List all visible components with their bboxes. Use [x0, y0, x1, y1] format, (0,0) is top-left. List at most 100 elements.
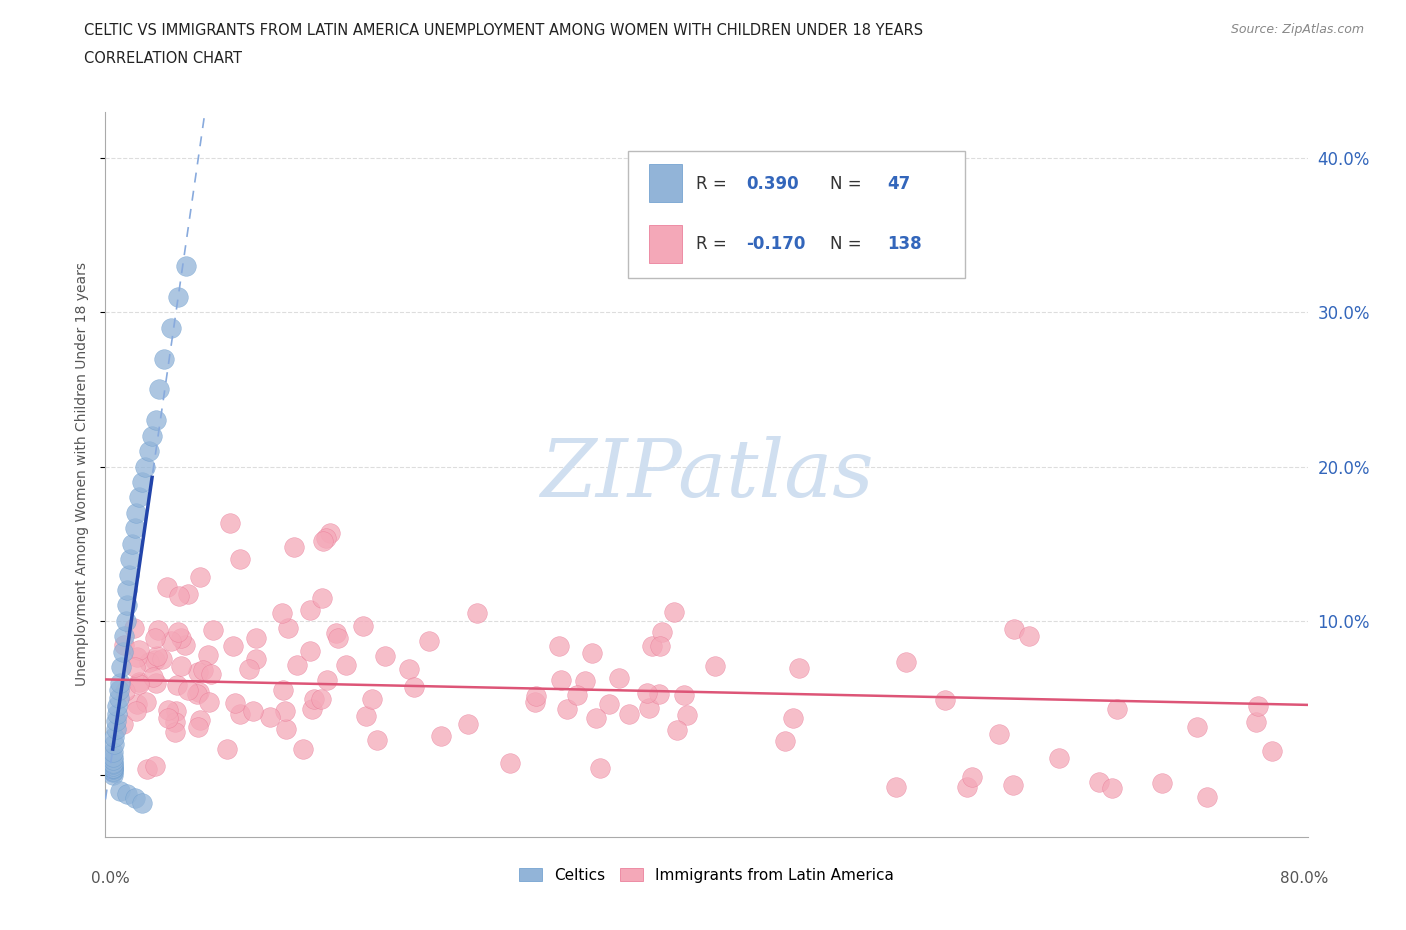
Point	[103, 737, 125, 751]
Point	[121, 537, 143, 551]
Point	[143, 631, 166, 645]
Point	[398, 661, 420, 676]
Point	[163, 724, 186, 739]
Point	[311, 591, 333, 605]
Point	[215, 741, 238, 756]
Point	[1244, 715, 1267, 730]
Point	[156, 703, 179, 718]
Point	[131, 795, 153, 810]
Point	[894, 655, 917, 670]
Point	[110, 659, 132, 674]
Point	[163, 714, 186, 729]
Point	[1150, 776, 1173, 790]
Point	[229, 707, 252, 722]
Point	[607, 671, 630, 685]
Point	[1001, 777, 1024, 792]
Point	[298, 603, 321, 618]
Point	[188, 712, 211, 727]
Y-axis label: Unemployment Among Women with Children Under 18 years: Unemployment Among Women with Children U…	[75, 262, 89, 686]
Point	[274, 703, 297, 718]
Point	[636, 686, 658, 701]
Point	[316, 673, 339, 688]
Point	[198, 695, 221, 710]
Point	[138, 444, 160, 458]
Point	[105, 698, 128, 713]
Point	[156, 580, 179, 595]
Point	[271, 605, 294, 620]
Point	[277, 620, 299, 635]
Point	[101, 759, 124, 774]
Point	[135, 762, 157, 777]
Point	[104, 714, 127, 729]
Point	[128, 676, 150, 691]
Point	[157, 711, 180, 726]
Point	[315, 531, 337, 546]
Point	[191, 663, 214, 678]
Point	[565, 687, 588, 702]
Point	[238, 662, 260, 677]
Point	[201, 622, 224, 637]
Point	[704, 659, 727, 674]
Point	[934, 692, 956, 707]
Point	[219, 515, 242, 530]
Point	[1002, 621, 1025, 636]
Point	[311, 534, 333, 549]
Point	[145, 413, 167, 428]
Text: 80.0%: 80.0%	[1281, 871, 1329, 886]
Point	[498, 755, 520, 770]
Point	[1101, 780, 1123, 795]
Point	[1087, 775, 1109, 790]
Point	[283, 540, 305, 555]
Point	[581, 645, 603, 660]
Point	[356, 708, 378, 723]
Point	[325, 625, 347, 640]
Point	[648, 686, 671, 701]
Point	[648, 639, 671, 654]
Point	[352, 618, 374, 633]
Point	[103, 729, 125, 744]
Point	[101, 752, 124, 767]
Text: CORRELATION CHART: CORRELATION CHART	[84, 51, 242, 66]
Point	[128, 642, 150, 657]
Point	[145, 676, 167, 691]
Text: CELTIC VS IMMIGRANTS FROM LATIN AMERICA UNEMPLOYMENT AMONG WOMEN WITH CHILDREN U: CELTIC VS IMMIGRANTS FROM LATIN AMERICA …	[84, 23, 924, 38]
Point	[884, 779, 907, 794]
Point	[107, 691, 129, 706]
Point	[1246, 698, 1268, 713]
Legend: Celtics, Immigrants from Latin America: Celtics, Immigrants from Latin America	[513, 861, 900, 889]
Point	[152, 352, 174, 366]
Point	[335, 658, 357, 672]
Point	[101, 757, 124, 772]
Point	[619, 707, 641, 722]
Point	[186, 686, 208, 701]
Point	[108, 783, 131, 798]
Point	[125, 505, 148, 520]
Point	[177, 587, 200, 602]
Text: Source: ZipAtlas.com: Source: ZipAtlas.com	[1230, 23, 1364, 36]
Point	[956, 780, 979, 795]
Point	[285, 658, 308, 672]
Point	[309, 692, 332, 707]
Point	[1047, 751, 1070, 765]
Point	[557, 702, 579, 717]
Point	[245, 652, 267, 667]
Point	[128, 674, 150, 689]
Point	[148, 382, 170, 397]
Point	[166, 678, 188, 693]
Point	[259, 710, 281, 724]
Point	[112, 637, 135, 652]
Point	[666, 723, 689, 737]
Point	[143, 759, 166, 774]
Point	[101, 760, 124, 775]
Point	[101, 745, 124, 760]
Point	[465, 606, 488, 621]
Point	[187, 664, 209, 679]
Point	[987, 726, 1010, 741]
Point	[150, 652, 173, 667]
Point	[302, 692, 325, 707]
Point	[782, 711, 804, 725]
Point	[274, 722, 297, 737]
Point	[637, 701, 659, 716]
Point	[319, 525, 342, 540]
Point	[114, 684, 136, 698]
